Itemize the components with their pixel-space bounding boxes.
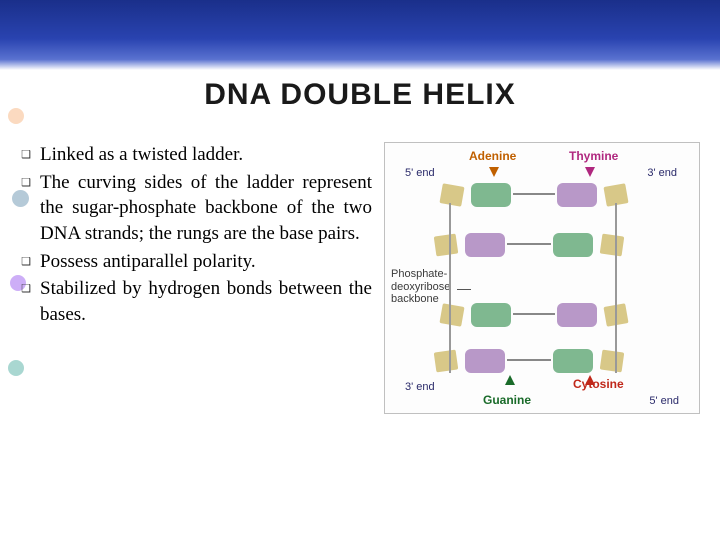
bullet-text: The curving sides of the ladder represen… <box>40 170 372 247</box>
header-band <box>0 0 720 70</box>
hbond-line <box>513 193 555 195</box>
hbond-line <box>507 243 551 245</box>
bullet-marker-icon: ❑ <box>12 276 40 297</box>
backbone-strand <box>449 203 451 373</box>
hbond-line <box>507 359 551 361</box>
cytosine-label: Cytosine <box>573 377 624 391</box>
thymine-arrow-icon <box>585 167 595 177</box>
molecule-shape <box>434 350 459 373</box>
bullet-text: Linked as a twisted ladder. <box>40 142 372 168</box>
molecule-shape <box>600 350 625 373</box>
molecule-shape <box>439 303 464 327</box>
backbone-strand <box>615 203 617 373</box>
text-column: ❑ Linked as a twisted ladder. ❑ The curv… <box>12 142 372 414</box>
bullet-marker-icon: ❑ <box>12 142 40 163</box>
molecule-shape <box>553 349 593 373</box>
molecule-shape <box>465 349 505 373</box>
bullet-list: ❑ Linked as a twisted ladder. ❑ The curv… <box>12 142 372 327</box>
molecule-shape <box>465 233 505 257</box>
list-item: ❑ Possess antiparallel polarity. <box>12 249 372 275</box>
dna-diagram: Adenine Thymine 5' end 3' end Phosphate-… <box>384 142 700 414</box>
molecule-shape <box>553 233 593 257</box>
molecule-shape <box>557 183 597 207</box>
molecule-shape <box>439 183 464 207</box>
slide-title: DNA DOUBLE HELIX <box>0 78 720 112</box>
thymine-label: Thymine <box>569 149 618 163</box>
bullet-text: Stabilized by hydrogen bonds between the… <box>40 276 372 327</box>
molecule-shape <box>471 303 511 327</box>
molecule-shape <box>600 234 625 257</box>
backbone-label: Phosphate- deoxyribose backbone <box>391 268 450 306</box>
list-item: ❑ Linked as a twisted ladder. <box>12 142 372 168</box>
bullet-text: Possess antiparallel polarity. <box>40 249 372 275</box>
guanine-arrow-icon <box>505 375 515 385</box>
list-item: ❑ The curving sides of the ladder repres… <box>12 170 372 247</box>
backbone-pointer <box>457 289 471 290</box>
molecule-shape <box>434 234 459 257</box>
bullet-marker-icon: ❑ <box>12 249 40 270</box>
end3-right-label: 3' end <box>647 167 677 179</box>
molecule-shape <box>471 183 511 207</box>
end5-right-label: 5' end <box>649 395 679 407</box>
molecule-shape <box>557 303 597 327</box>
adenine-arrow-icon <box>489 167 499 177</box>
bullet-marker-icon: ❑ <box>12 170 40 191</box>
adenine-label: Adenine <box>469 149 516 163</box>
guanine-label: Guanine <box>483 393 531 407</box>
end3-left-label: 3' end <box>405 381 435 393</box>
end5-left-label: 5' end <box>405 167 435 179</box>
content-row: ❑ Linked as a twisted ladder. ❑ The curv… <box>0 112 720 414</box>
hbond-line <box>513 313 555 315</box>
list-item: ❑ Stabilized by hydrogen bonds between t… <box>12 276 372 327</box>
